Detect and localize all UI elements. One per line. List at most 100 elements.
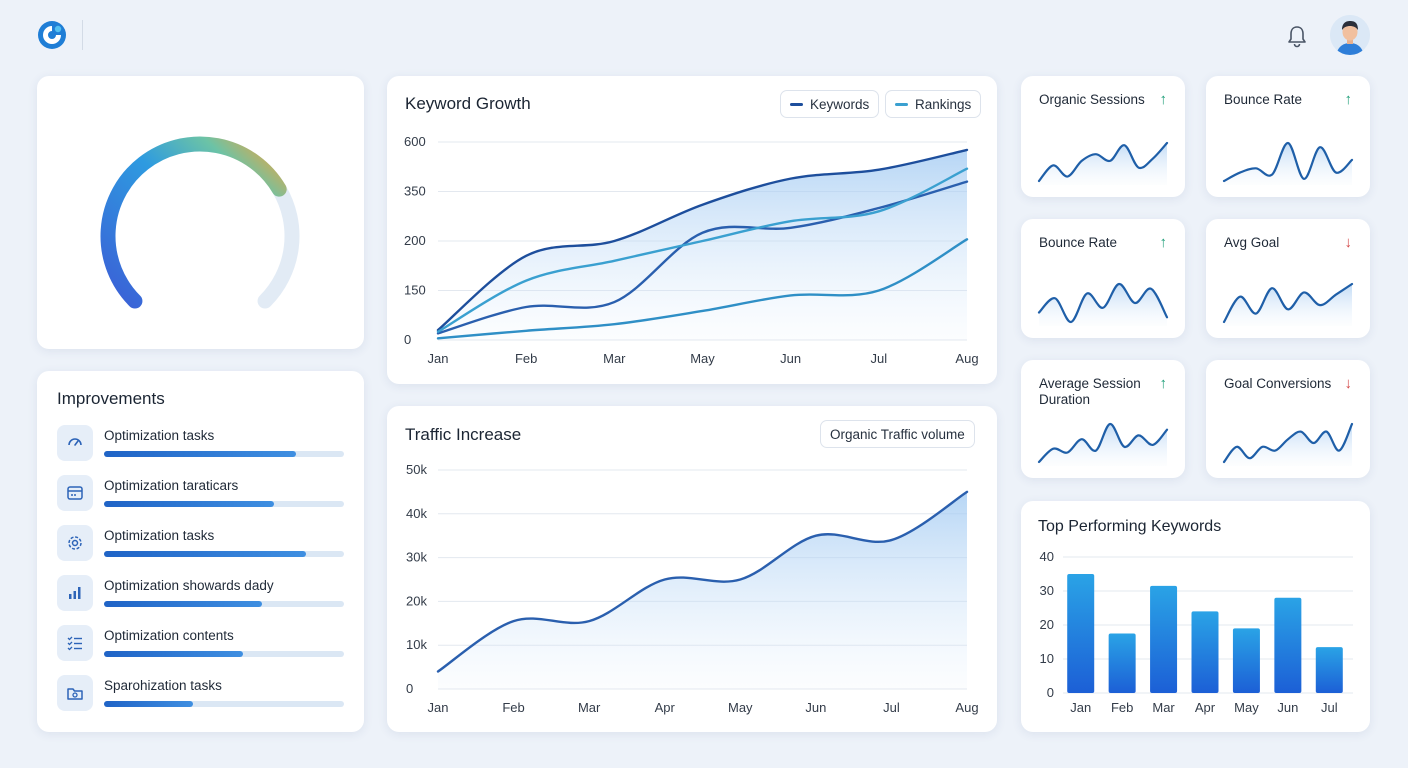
kpi-card[interactable]: Bounce Rate ↑: [1021, 219, 1185, 338]
sparkline-area: [1224, 142, 1352, 185]
gauge-track: [257, 181, 300, 309]
legend-keywords[interactable]: Keywords: [780, 90, 880, 118]
series-line: [436, 490, 969, 673]
improvement-label: Optimization tasks: [104, 428, 215, 443]
legend-keywords-swatch: [790, 102, 803, 106]
app-logo-icon[interactable]: [37, 20, 67, 50]
kpi-card[interactable]: Bounce Rate ↑: [1206, 76, 1370, 197]
series-area: [438, 491, 967, 689]
bar[interactable]: [1191, 611, 1219, 693]
top-keywords-title: Top Performing Keywords: [1038, 518, 1222, 535]
improvement-item[interactable]: Optimization contents: [57, 625, 344, 665]
y-tick-label: 350: [404, 184, 426, 199]
sparkline-area: [1224, 284, 1352, 326]
gauge-meter: [100, 136, 300, 309]
sparkline-line: [1037, 141, 1169, 183]
y-tick-label: 0: [404, 332, 411, 347]
x-tick-label: Jan: [428, 351, 449, 366]
x-tick-label: Feb: [502, 700, 524, 715]
kpi-title: Bounce Rate: [1224, 92, 1303, 107]
bar[interactable]: [1067, 574, 1095, 693]
bar[interactable]: [1315, 647, 1343, 693]
improvement-item[interactable]: Sparohization tasks: [57, 675, 344, 715]
improvement-label: Optimization contents: [104, 628, 234, 643]
gear-icon: [57, 525, 93, 561]
x-tick-label: May: [690, 351, 715, 366]
legend-rankings-swatch: [895, 102, 908, 106]
arrow-up-icon: ↑: [1159, 375, 1168, 392]
sparkline-line: [1222, 141, 1354, 183]
kpi-title: Organic Sessions: [1039, 92, 1145, 107]
sparkline-line: [1222, 282, 1354, 324]
improvement-progress-track: [104, 451, 344, 457]
header-divider: [82, 20, 83, 50]
y-tick-label: 30: [1040, 583, 1054, 598]
kpi-sparkline: [1222, 282, 1354, 326]
user-avatar[interactable]: [1330, 15, 1370, 55]
arrow-up-icon: ↑: [1159, 91, 1168, 108]
improvements-card: Improvements Optimization tasks Optimizat…: [37, 371, 364, 732]
kpi-card[interactable]: Goal Conversions ↓: [1206, 360, 1370, 478]
checklist-icon: [57, 625, 93, 661]
x-tick-label: Aug: [955, 351, 978, 366]
improvement-progress-fill: [104, 651, 244, 657]
bar-chart-icon: [57, 575, 93, 611]
y-tick-label: 200: [404, 233, 426, 248]
sparkline-line: [1037, 282, 1169, 324]
sparkline-area: [1224, 424, 1352, 466]
x-tick-label: Jun: [1277, 700, 1298, 715]
improvement-progress-track: [104, 701, 344, 707]
legend-keywords-label: Keywords: [810, 96, 870, 112]
arrow-up-icon: ↑: [1344, 91, 1353, 108]
top-keywords-card: Top Performing Keywords 0 10 20 30 40 Jan Feb M…: [1021, 501, 1370, 732]
bar[interactable]: [1150, 585, 1178, 693]
traffic-chart: 0 10k 20k 30k 40k 50k Jan Feb Mar Apr May Jun Jul Aug: [406, 462, 979, 715]
x-tick-label: Jul: [871, 351, 888, 366]
gauge-value-arc: [100, 136, 287, 309]
improvement-progress-track: [104, 551, 344, 557]
improvement-label: Optimization taraticars: [104, 478, 239, 493]
kpi-card[interactable]: Average Session Duration ↑: [1021, 360, 1185, 478]
kpi-title: Bounce Rate: [1039, 235, 1118, 250]
series-line: [436, 180, 969, 335]
arrow-up-icon: ↑: [1159, 234, 1168, 251]
bar[interactable]: [1274, 597, 1302, 693]
y-tick-label: 0: [406, 681, 413, 696]
improvement-item[interactable]: Optimization showards dady: [57, 575, 344, 615]
kpi-card[interactable]: Avg Goal ↓: [1206, 219, 1370, 338]
improvement-progress-fill: [104, 601, 263, 607]
bar[interactable]: [1108, 633, 1136, 694]
x-tick-label: May: [728, 700, 753, 715]
improvement-item[interactable]: Optimization taraticars: [57, 475, 344, 515]
y-tick-label: 10: [1040, 651, 1054, 666]
improvement-progress-track: [104, 501, 344, 507]
keyword-growth-card: Keyword Growth Keywords Rankings 0 150 200…: [387, 76, 997, 384]
x-tick-label: May: [1234, 700, 1259, 715]
kpi-sparkline: [1037, 282, 1169, 326]
improvement-progress-fill: [104, 451, 296, 457]
y-tick-label: 30k: [406, 550, 427, 565]
traffic-title: Traffic Increase: [405, 425, 522, 444]
x-tick-label: Jan: [1070, 700, 1091, 715]
series-line: [436, 167, 969, 333]
organic-traffic-filter[interactable]: Organic Traffic volume: [820, 420, 975, 448]
series-line: [436, 148, 969, 332]
kpi-sparkline: [1037, 141, 1169, 185]
improvement-item[interactable]: Optimization tasks: [57, 525, 344, 565]
kpi-title: Avg Goal: [1224, 235, 1280, 250]
improvement-item[interactable]: Optimization tasks: [57, 425, 344, 465]
x-tick-label: Jan: [428, 700, 449, 715]
top-keywords-chart: 0 10 20 30 40 Jan Feb Mar Apr May Jun Jul: [1040, 549, 1353, 715]
x-tick-label: Jun: [805, 700, 826, 715]
arrow-down-icon: ↓: [1344, 375, 1353, 392]
bell-icon[interactable]: [1286, 24, 1308, 48]
y-tick-label: 50k: [406, 462, 427, 477]
series-line: [436, 238, 969, 340]
kpi-card[interactable]: Organic Sessions ↑: [1021, 76, 1185, 197]
browser-window-icon: [57, 475, 93, 511]
kpi-title: Average Session Duration: [1039, 376, 1141, 407]
legend-rankings[interactable]: Rankings: [885, 90, 982, 118]
bar[interactable]: [1232, 628, 1260, 693]
y-tick-label: 0: [1047, 685, 1054, 700]
x-tick-label: Apr: [655, 700, 676, 715]
